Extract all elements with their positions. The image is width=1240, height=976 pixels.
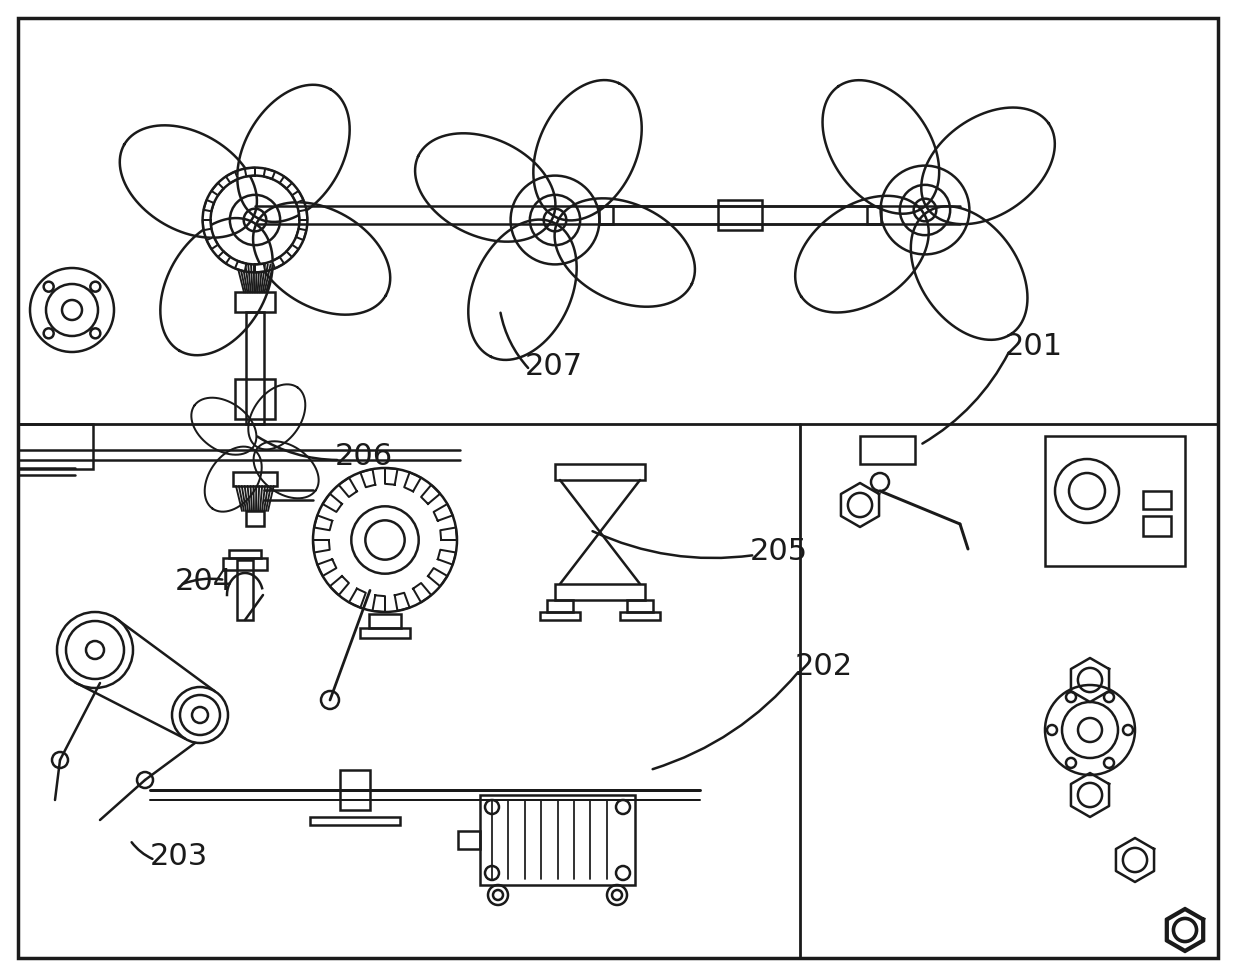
- Polygon shape: [384, 468, 398, 485]
- Bar: [246, 511, 264, 526]
- Polygon shape: [322, 494, 342, 512]
- Text: 204: 204: [175, 567, 233, 596]
- Polygon shape: [207, 237, 218, 249]
- Bar: [599, 206, 614, 224]
- Bar: [458, 831, 480, 849]
- Bar: [1143, 516, 1171, 536]
- Polygon shape: [212, 183, 223, 195]
- Polygon shape: [226, 172, 238, 183]
- Bar: [556, 464, 645, 480]
- Polygon shape: [317, 559, 336, 576]
- Polygon shape: [244, 168, 255, 177]
- Bar: [246, 312, 264, 424]
- Polygon shape: [203, 200, 215, 212]
- Polygon shape: [438, 549, 456, 565]
- Polygon shape: [234, 261, 247, 271]
- Polygon shape: [440, 527, 458, 540]
- Bar: [236, 293, 275, 312]
- Bar: [310, 817, 401, 825]
- Polygon shape: [291, 191, 304, 203]
- Polygon shape: [372, 595, 384, 612]
- Bar: [236, 379, 275, 419]
- Polygon shape: [330, 576, 348, 595]
- Bar: [19, 424, 93, 469]
- Polygon shape: [413, 583, 432, 602]
- Bar: [627, 600, 653, 612]
- Polygon shape: [404, 472, 422, 491]
- Polygon shape: [202, 220, 212, 230]
- Polygon shape: [361, 469, 376, 487]
- Polygon shape: [296, 228, 306, 240]
- Text: 205: 205: [750, 537, 808, 566]
- Bar: [547, 600, 573, 612]
- Bar: [229, 550, 260, 558]
- Bar: [861, 436, 915, 464]
- Bar: [370, 614, 401, 628]
- Bar: [223, 558, 267, 570]
- Bar: [480, 795, 635, 885]
- Text: 202: 202: [795, 652, 853, 681]
- Polygon shape: [339, 477, 357, 497]
- Polygon shape: [422, 485, 440, 504]
- Polygon shape: [348, 589, 366, 608]
- Text: 201: 201: [1004, 332, 1063, 361]
- Bar: [1143, 491, 1171, 509]
- Text: 206: 206: [335, 442, 393, 471]
- Polygon shape: [299, 210, 308, 220]
- Polygon shape: [312, 540, 330, 552]
- Bar: [867, 206, 880, 224]
- Polygon shape: [434, 504, 453, 521]
- Bar: [539, 612, 580, 620]
- Bar: [237, 560, 253, 620]
- Polygon shape: [394, 592, 409, 611]
- Polygon shape: [218, 252, 231, 264]
- Polygon shape: [314, 515, 332, 530]
- Polygon shape: [264, 169, 275, 179]
- Polygon shape: [286, 245, 299, 257]
- Bar: [620, 612, 660, 620]
- Bar: [340, 770, 370, 810]
- Text: 207: 207: [525, 352, 583, 381]
- Text: 203: 203: [150, 842, 208, 871]
- Polygon shape: [280, 177, 293, 188]
- Bar: [360, 628, 410, 638]
- Bar: [233, 472, 277, 486]
- Polygon shape: [255, 264, 265, 272]
- Bar: [718, 200, 763, 230]
- Polygon shape: [428, 568, 448, 587]
- Polygon shape: [272, 257, 284, 268]
- Bar: [1045, 436, 1185, 566]
- Bar: [556, 584, 645, 600]
